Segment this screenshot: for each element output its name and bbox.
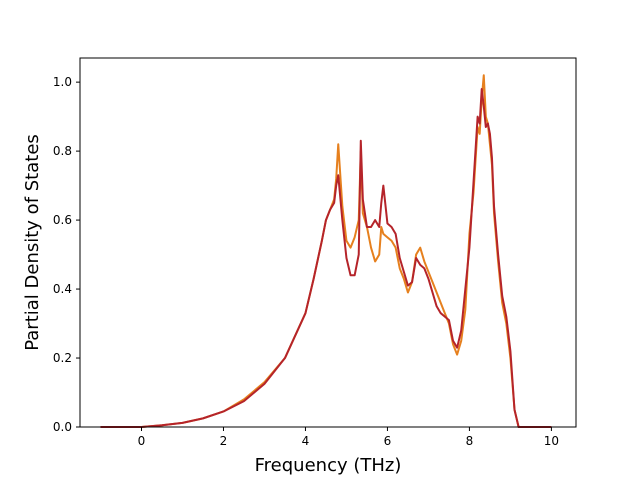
series-line-1 xyxy=(100,74,552,428)
y-tick-label: 0.8 xyxy=(53,144,72,158)
plot-lines xyxy=(100,74,552,428)
x-tick-label: 2 xyxy=(220,434,228,448)
x-axis-ticks: 0 2 4 6 8 10 xyxy=(138,427,559,448)
y-tick-label: 0.0 xyxy=(53,420,72,434)
y-axis-label: Partial Density of States xyxy=(22,134,43,351)
y-tick-label: 0.4 xyxy=(53,282,72,296)
y-axis-ticks: 0.0 0.2 0.4 0.6 0.8 1.0 xyxy=(53,75,80,434)
x-tick-label: 0 xyxy=(138,434,146,448)
x-tick-label: 8 xyxy=(466,434,474,448)
series-line-2 xyxy=(100,88,552,428)
y-tick-label: 0.6 xyxy=(53,213,72,227)
y-tick-label: 1.0 xyxy=(53,75,72,89)
y-tick-label: 0.2 xyxy=(53,351,72,365)
x-tick-label: 10 xyxy=(544,434,559,448)
plot-frame xyxy=(79,57,577,428)
x-tick-label: 4 xyxy=(302,434,310,448)
x-axis-label: Frequency (THz) xyxy=(255,455,402,476)
x-tick-label: 6 xyxy=(384,434,392,448)
